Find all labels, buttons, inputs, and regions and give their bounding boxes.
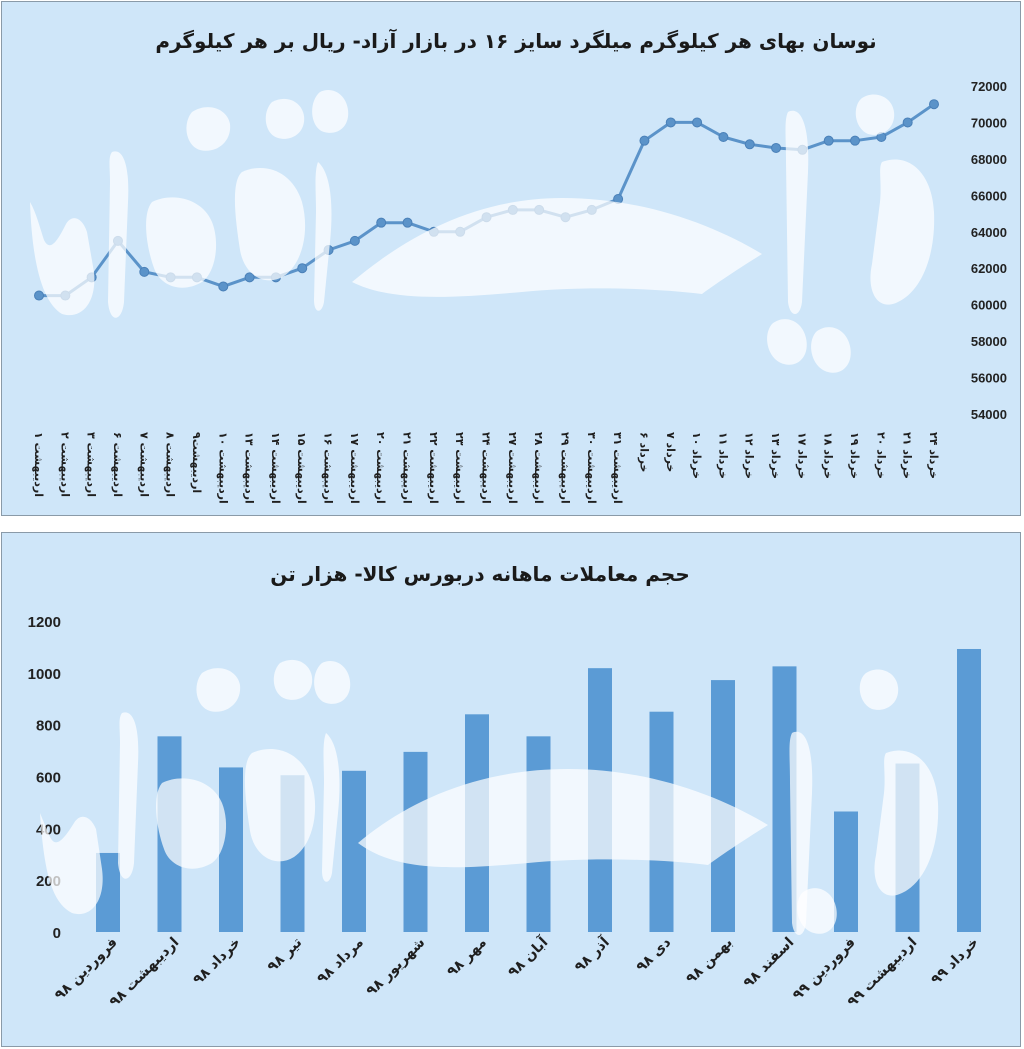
x-tick-label: تیر ۹۸ (265, 935, 306, 976)
price-point (850, 135, 861, 146)
bar (957, 648, 981, 932)
price-point (218, 281, 229, 292)
x-tick-label: ۸ اردیبهشت (164, 432, 177, 497)
x-tick-label: ۱۱ خرداد (716, 432, 729, 479)
x-tick-label: ۲۰ خرداد (874, 432, 887, 479)
y-tick-label: 62000 (971, 261, 1007, 276)
x-tick-label: ۱۵ اردیبهشت (295, 432, 308, 504)
y-tick-label: 600 (36, 770, 61, 787)
x-tick-label: ۱۰ اردیبهشت (216, 432, 229, 504)
price-point (718, 132, 729, 143)
x-tick-label: خرداد ۹۸ (190, 935, 244, 989)
x-tick-label: خرداد ۹۹ (928, 935, 982, 989)
x-tick-label: آذر ۹۸ (570, 932, 613, 975)
price-point (297, 263, 308, 274)
price-point (823, 135, 834, 146)
y-tick-label: 66000 (971, 188, 1007, 203)
x-tick-label: ۲۱ اردیبهشت (401, 432, 414, 504)
x-tick-label: ۱۹ خرداد (848, 432, 861, 479)
price-point (376, 217, 387, 228)
x-tick-label: ۱۰ خرداد (690, 432, 703, 479)
x-tick-label: ۲۰ اردیبهشت (374, 432, 387, 504)
y-tick-label: 1200 (28, 614, 61, 631)
price-point (244, 272, 255, 283)
y-tick-label: 54000 (971, 407, 1007, 422)
x-tick-label: مرداد ۹۸ (314, 935, 367, 988)
bar (342, 770, 366, 932)
x-tick-label: ۱۸ خرداد (822, 432, 835, 479)
x-tick-label: ۱۷ اردیبهشت (348, 432, 361, 504)
x-tick-label: ۲۹ اردیبهشت (558, 432, 571, 504)
x-tick-label: ۱۳ خرداد (769, 432, 782, 479)
price-point (929, 99, 939, 110)
x-tick-label: ۲۳ اردیبهشت (453, 432, 466, 504)
price-point (639, 135, 650, 146)
x-tick-label: ۱۳ اردیبهشت (243, 432, 256, 504)
y-tick-label: 1000 (28, 666, 61, 683)
x-tick-label: ۶ اردیبهشت (111, 432, 124, 497)
x-tick-label: ۲۲ اردیبهشت (427, 432, 440, 504)
x-tick-label: ۳۱ اردیبهشت (611, 432, 624, 504)
x-tick-label: ۱۶ اردیبهشت (322, 432, 335, 504)
x-tick-label: ۹اردیبهشت (190, 432, 203, 493)
y-tick-label: 58000 (971, 334, 1007, 349)
price-point (665, 117, 676, 128)
x-tick-label: ۳۰ اردیبهشت (585, 432, 598, 504)
x-tick-label: ۱۲ خرداد (743, 432, 756, 479)
watermark-logo-top (30, 90, 935, 373)
x-tick-label: مهر ۹۸ (444, 935, 490, 981)
price-point (349, 235, 360, 246)
price-point (744, 139, 755, 150)
line-chart-panel: نوسان بهای هر کیلوگرم میلگرد سایز ۱۶ در … (1, 1, 1021, 516)
x-tick-label: آبان ۹۸ (504, 932, 552, 980)
x-tick-label: ۱ اردیبهشت (32, 432, 45, 497)
price-point (692, 117, 703, 128)
line-chart: نوسان بهای هر کیلوگرم میلگرد سایز ۱۶ در … (30, 28, 1007, 504)
y-tick-label: 70000 (971, 115, 1007, 130)
y-tick-label: 800 (36, 718, 61, 735)
price-point (902, 117, 913, 128)
x-tick-label: فروردین ۹۹ (790, 935, 859, 1004)
x-tick-label: بهمن ۹۸ (683, 935, 736, 988)
bar (219, 767, 243, 932)
y-tick-label: 0 (53, 925, 61, 942)
bar-chart-panel: حجم معاملات ماهانه دربورس کالا- هزار تن … (1, 532, 1021, 1047)
x-tick-label: ۷ اردیبهشت (137, 432, 150, 497)
x-tick-label: ۲۴ خرداد (927, 432, 940, 479)
x-tick-label: اسفند ۹۸ (740, 935, 797, 992)
x-tick-label: ۷ خرداد (664, 432, 677, 472)
x-tick-label: ۱۴ اردیبهشت (269, 432, 282, 504)
x-tick-label: ۳ اردیبهشت (85, 432, 98, 497)
x-tick-label: ۲۷ اردیبهشت (506, 432, 519, 504)
x-tick-label: ۲۴ اردیبهشت (480, 432, 493, 504)
y-tick-label: 60000 (971, 298, 1007, 313)
x-tick-label: شهریور ۹۸ (363, 935, 428, 1000)
y-tick-label: 56000 (971, 371, 1007, 386)
x-tick-label: ۲۸ اردیبهشت (532, 432, 545, 504)
price-point (402, 217, 413, 228)
x-tick-label: ۲ اردیبهشت (58, 432, 71, 497)
x-tick-label: فروردین ۹۸ (52, 935, 121, 1004)
bar (834, 811, 858, 932)
x-tick-label: ۶ خرداد (637, 432, 650, 472)
line-chart-title: نوسان بهای هر کیلوگرم میلگرد سایز ۱۶ در … (155, 28, 876, 53)
x-tick-label: دی ۹۸ (633, 935, 674, 976)
y-tick-label: 64000 (971, 225, 1007, 240)
x-tick-label: ۲۱ خرداد (901, 432, 914, 479)
y-tick-label: 68000 (971, 152, 1007, 167)
bar-chart-title: حجم معاملات ماهانه دربورس کالا- هزار تن (270, 562, 690, 586)
price-point (34, 290, 44, 301)
price-point (139, 266, 150, 277)
bar-chart: حجم معاملات ماهانه دربورس کالا- هزار تن … (28, 562, 982, 1010)
watermark-logo-bottom (40, 659, 939, 935)
x-tick-label: ۱۷ خرداد (795, 432, 808, 479)
price-point (771, 142, 782, 153)
y-tick-label: 72000 (971, 79, 1007, 94)
